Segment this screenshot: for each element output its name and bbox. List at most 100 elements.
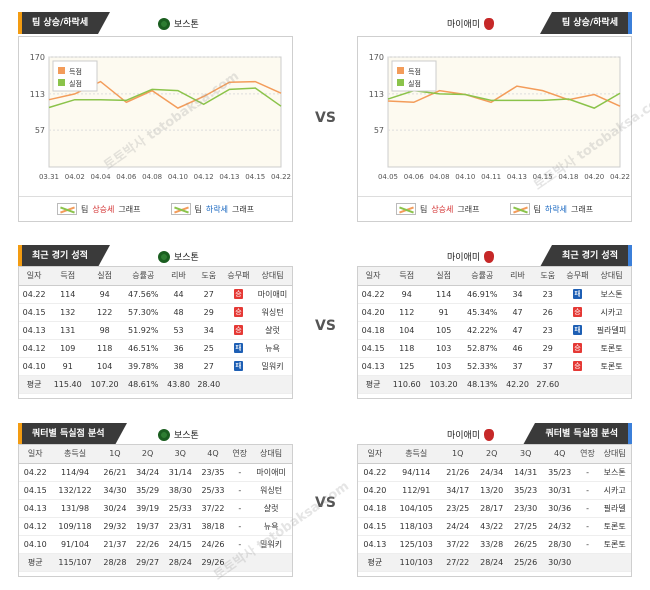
x-tick-label: 04.12 bbox=[194, 173, 214, 181]
trend-graph-icon bbox=[509, 203, 530, 215]
table-row: 04.15 132 122 57.30% 48 29 승 워싱턴 bbox=[19, 303, 292, 322]
legend-up: 팀 상승세 그래프 bbox=[56, 203, 141, 215]
x-tick-label: 04.20 bbox=[584, 173, 604, 181]
team-name: 보스톤 bbox=[174, 20, 199, 30]
column-header: 승무패 bbox=[223, 267, 254, 286]
column-header: 실점 bbox=[86, 267, 124, 286]
column-header: 상대팀 bbox=[598, 445, 631, 464]
quarter-header-right: 마이애미 쿼터별 득실점 분석 bbox=[357, 423, 632, 445]
quarter-header-left: 쿼터별 득실점 분석 보스톤 bbox=[18, 423, 293, 445]
series-line-1 bbox=[387, 89, 621, 109]
legend-swatch bbox=[58, 67, 65, 74]
team-label-miami: 마이애미 bbox=[447, 17, 495, 30]
legend-down: 팀 하락세 그래프 bbox=[509, 203, 593, 215]
legend-swatch bbox=[58, 79, 65, 86]
table-row: 04.20 112/91 34/17 13/20 35/23 30/31- 시카고 bbox=[358, 481, 631, 500]
column-header: 2Q bbox=[474, 445, 509, 464]
legend-label: 득점 bbox=[408, 68, 421, 76]
table-row: 04.13 131 98 51.92% 53 34 승 샬럿 bbox=[19, 321, 292, 340]
boston-trend-svg: 57 113 170 03.31 04.02 04.04 04.06 04.08 04.10 04… bbox=[30, 53, 291, 181]
table-row: 04.18 104 105 42.22% 47 23 패 필라델피 bbox=[358, 321, 631, 340]
table-header-row: 일자 총득실 1Q 2Q 3Q 4Q 연장 상대팀 bbox=[19, 445, 292, 464]
x-tick-label: 04.10 bbox=[168, 173, 188, 181]
miami-logo-icon bbox=[484, 428, 495, 441]
quarter-title-left: 쿼터별 득실점 분석 bbox=[18, 423, 126, 445]
x-tick-label: 04.18 bbox=[558, 173, 578, 181]
trend-title-left: 팀 상승/하락세 bbox=[18, 12, 111, 34]
trend-graph-icon bbox=[56, 203, 77, 215]
series-line-1 bbox=[48, 87, 282, 109]
average-row: 평균 115.40 107.20 48.61% 43.80 28.40 bbox=[19, 374, 292, 394]
column-header: 리바 bbox=[502, 267, 533, 286]
table-row: 04.15 132/122 34/30 35/29 38/30 25/33- 워싱턴 bbox=[19, 481, 292, 500]
table-row: 04.13 131/98 30/24 39/19 25/33 37/22- 샬럿 bbox=[19, 499, 292, 518]
result-badge: 승 bbox=[572, 361, 582, 371]
column-header: 4Q bbox=[196, 445, 230, 464]
column-header: 연장 bbox=[576, 445, 599, 464]
column-header: 일자 bbox=[19, 267, 50, 286]
x-tick-label: 04.02 bbox=[65, 173, 85, 181]
table-header-row: 일자 득점 실점 승률공 리바 도움 승무패 상대팀 bbox=[19, 267, 292, 286]
column-header: 일자 bbox=[358, 445, 392, 464]
average-row: 평균 110.60 103.20 48.13% 42.20 27.60 bbox=[358, 374, 631, 394]
column-header: 상대팀 bbox=[592, 267, 631, 286]
column-header: 4Q bbox=[542, 445, 577, 464]
column-header: 2Q bbox=[131, 445, 164, 464]
recent-title-right: 최근 경기 성적 bbox=[540, 245, 632, 267]
trend-graph-icon bbox=[170, 203, 191, 215]
team-label-boston: 보스톤 bbox=[158, 17, 199, 30]
boston-recent-table: 일자 득점 실점 승률공 리바 도움 승무패 상대팀 04.22 114 94 47.56% 44 27 승… bbox=[18, 266, 293, 399]
result-badge: 승 bbox=[572, 343, 582, 353]
legend-label: 실점 bbox=[408, 79, 421, 88]
column-header: 총득실 bbox=[391, 445, 441, 464]
x-tick-label: 03.31 bbox=[39, 173, 59, 181]
team-name: 마이애미 bbox=[447, 20, 481, 30]
result-badge: 패 bbox=[572, 289, 582, 299]
table-row: 04.18 104/105 23/25 28/17 23/30 30/36- 필라델 bbox=[358, 499, 631, 518]
y-tick-label: 57 bbox=[374, 126, 384, 135]
recent-title-left: 최근 경기 성적 bbox=[18, 245, 110, 267]
legend-up: 팀 상승세 그래프 bbox=[395, 203, 480, 215]
team-name: 마이애미 bbox=[447, 253, 481, 263]
x-tick-label: 04.08 bbox=[142, 173, 162, 181]
table-row: 04.10 91/104 21/37 22/26 24/15 24/26- 밀워키 bbox=[19, 535, 292, 554]
table-row: 04.13 125 103 52.33% 37 37 승 토론토 bbox=[358, 357, 631, 376]
result-badge: 승 bbox=[233, 289, 243, 299]
x-tick-label: 04.04 bbox=[91, 173, 112, 181]
column-header: 실점 bbox=[425, 267, 463, 286]
column-header: 득점 bbox=[49, 267, 87, 286]
trend-title-right: 팀 상승/하락세 bbox=[539, 12, 632, 34]
column-header: 승률공 bbox=[123, 267, 164, 286]
recent-header-left: 최근 경기 성적 보스톤 bbox=[18, 245, 293, 267]
y-tick-label: 170 bbox=[30, 53, 45, 62]
column-header: 일자 bbox=[358, 267, 389, 286]
vs-label: VS bbox=[315, 110, 336, 126]
team-label-miami: 마이애미 bbox=[447, 428, 495, 441]
column-header: 1Q bbox=[440, 445, 475, 464]
x-tick-label: 04.10 bbox=[455, 173, 475, 181]
table-header-row: 일자 총득실 1Q 2Q 3Q 4Q 연장 상대팀 bbox=[358, 445, 631, 464]
table-row: 04.22 114 94 47.56% 44 27 승 마이애미 bbox=[19, 285, 292, 304]
column-header: 상대팀 bbox=[250, 445, 292, 464]
chart-legend-bar: 팀 상승세 그래프 팀 하락세 그래프 bbox=[19, 196, 292, 221]
average-row: 평균 110/103 27/22 28/24 25/26 30/30 bbox=[358, 552, 631, 572]
x-tick-label: 04.06 bbox=[116, 173, 137, 181]
team-name: 보스톤 bbox=[174, 431, 199, 441]
y-tick-label: 170 bbox=[369, 53, 384, 62]
vs-label: VS bbox=[315, 318, 336, 334]
trend-header-right: 마이애미 팀 상승/하락세 bbox=[357, 12, 632, 34]
table-row: 04.22 114/94 26/21 34/24 31/14 23/35- 마이애미 bbox=[19, 463, 292, 482]
x-tick-label: 04.15 bbox=[245, 173, 265, 181]
average-row: 평균 115/107 28/28 29/27 28/24 29/26 bbox=[19, 552, 292, 572]
series-line-0 bbox=[387, 85, 621, 107]
x-tick-label: 04.22 bbox=[271, 173, 291, 181]
table-row: 04.15 118 103 52.87% 46 29 승 토론토 bbox=[358, 339, 631, 358]
table-header-row: 일자 득점 실점 승률공 리바 도움 승무패 상대팀 bbox=[358, 267, 631, 286]
boston-trend-chart: 57 113 170 03.31 04.02 04.04 04.06 04.08 04.10 04… bbox=[18, 36, 293, 222]
recent-header-right: 마이애미 최근 경기 성적 bbox=[357, 245, 632, 267]
miami-logo-icon bbox=[484, 17, 495, 30]
miami-logo-icon bbox=[484, 250, 495, 263]
column-header: 도움 bbox=[193, 267, 224, 286]
